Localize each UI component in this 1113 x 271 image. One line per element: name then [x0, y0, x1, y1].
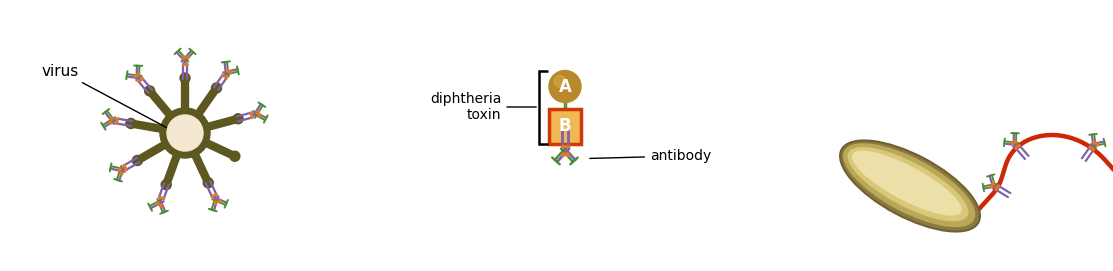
Circle shape — [204, 178, 214, 188]
Text: antibody: antibody — [590, 149, 711, 163]
Ellipse shape — [843, 143, 975, 227]
Circle shape — [233, 114, 243, 124]
Ellipse shape — [851, 151, 962, 216]
Circle shape — [167, 115, 203, 151]
Text: A: A — [559, 78, 571, 95]
Text: diphtheria
toxin: diphtheria toxin — [430, 92, 536, 122]
Text: virus: virus — [42, 63, 170, 130]
FancyBboxPatch shape — [549, 108, 581, 144]
Ellipse shape — [847, 147, 968, 221]
Circle shape — [180, 73, 190, 83]
Circle shape — [132, 156, 142, 166]
Text: B: B — [559, 117, 571, 135]
Circle shape — [554, 76, 567, 88]
Circle shape — [549, 70, 581, 102]
Circle shape — [230, 151, 239, 161]
Circle shape — [126, 118, 136, 128]
Ellipse shape — [840, 140, 979, 231]
Circle shape — [145, 86, 155, 96]
Circle shape — [161, 180, 171, 190]
Circle shape — [211, 83, 221, 93]
Circle shape — [160, 108, 210, 158]
